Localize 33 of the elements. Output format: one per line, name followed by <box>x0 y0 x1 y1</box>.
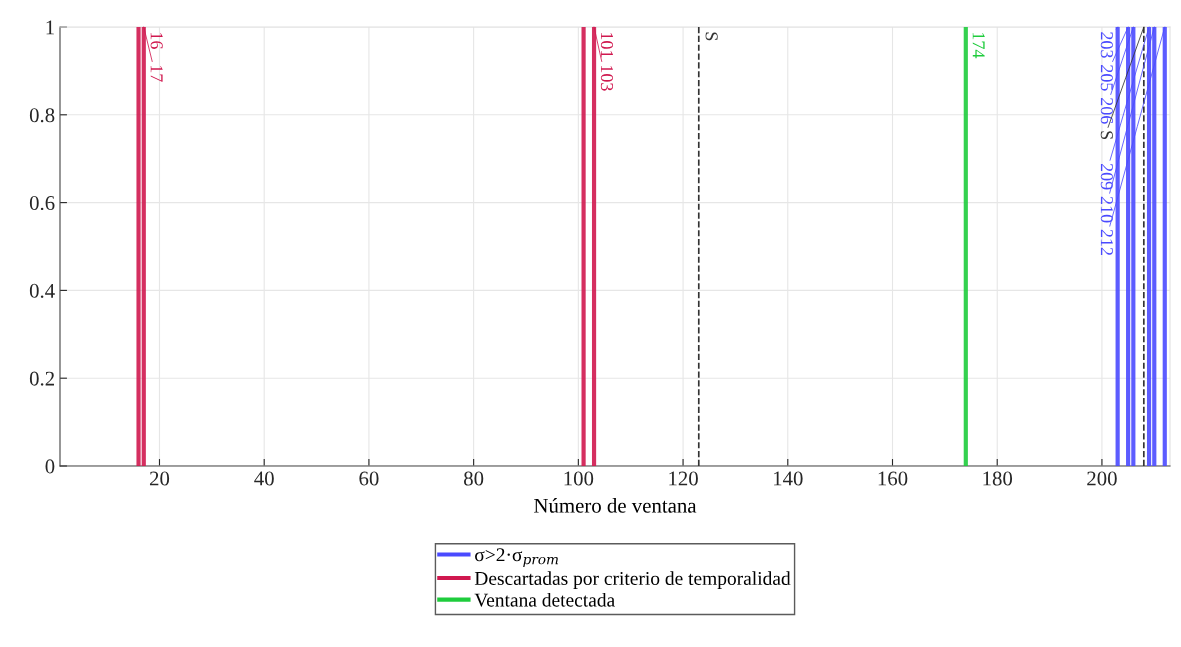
annotation: 103 <box>600 65 614 91</box>
ref-line-label: S <box>705 32 718 41</box>
x-tick-label: 20 <box>149 471 170 486</box>
annotation: 205 <box>1100 65 1113 91</box>
x-axis-title: Número de ventana <box>534 498 697 513</box>
x-tick-label: 160 <box>878 471 908 486</box>
annotation: 17 <box>150 65 163 82</box>
legend-label: Descartadas por criterio de temporalidad <box>474 571 791 589</box>
annotation: 206 <box>1100 98 1113 124</box>
annotation: 16 <box>150 32 163 49</box>
annotation: 174 <box>972 32 985 59</box>
x-tick-label: 200 <box>1087 471 1117 486</box>
x-tick-label: 140 <box>773 471 803 486</box>
x-tick-label: 100 <box>564 471 594 486</box>
annotation: 212 <box>1100 229 1113 256</box>
x-tick-label: 40 <box>254 471 274 486</box>
annotation: 203 <box>1100 32 1113 58</box>
legend-label: σ>2·σ$_{prom}$ <box>475 548 558 567</box>
annotation: 209 <box>1100 163 1113 190</box>
x-tick-label: 120 <box>669 471 698 486</box>
y-tick-label: 0 <box>45 459 55 474</box>
ref-line-label: S <box>1100 131 1113 140</box>
y-tick-label: 0.2 <box>29 371 54 386</box>
legend-label: Ventana detectada <box>474 592 615 607</box>
x-tick-label: 180 <box>983 471 1013 486</box>
y-tick-label: 1 <box>46 20 54 35</box>
y-tick-label: 0.4 <box>29 283 55 298</box>
annotation: 101 <box>600 32 614 58</box>
y-tick-label: 0.8 <box>29 108 55 123</box>
annotation: 210 <box>1100 196 1113 223</box>
x-tick-label: 80 <box>464 471 484 486</box>
y-tick-label: 0.6 <box>29 195 55 211</box>
x-tick-label: 60 <box>359 471 379 486</box>
